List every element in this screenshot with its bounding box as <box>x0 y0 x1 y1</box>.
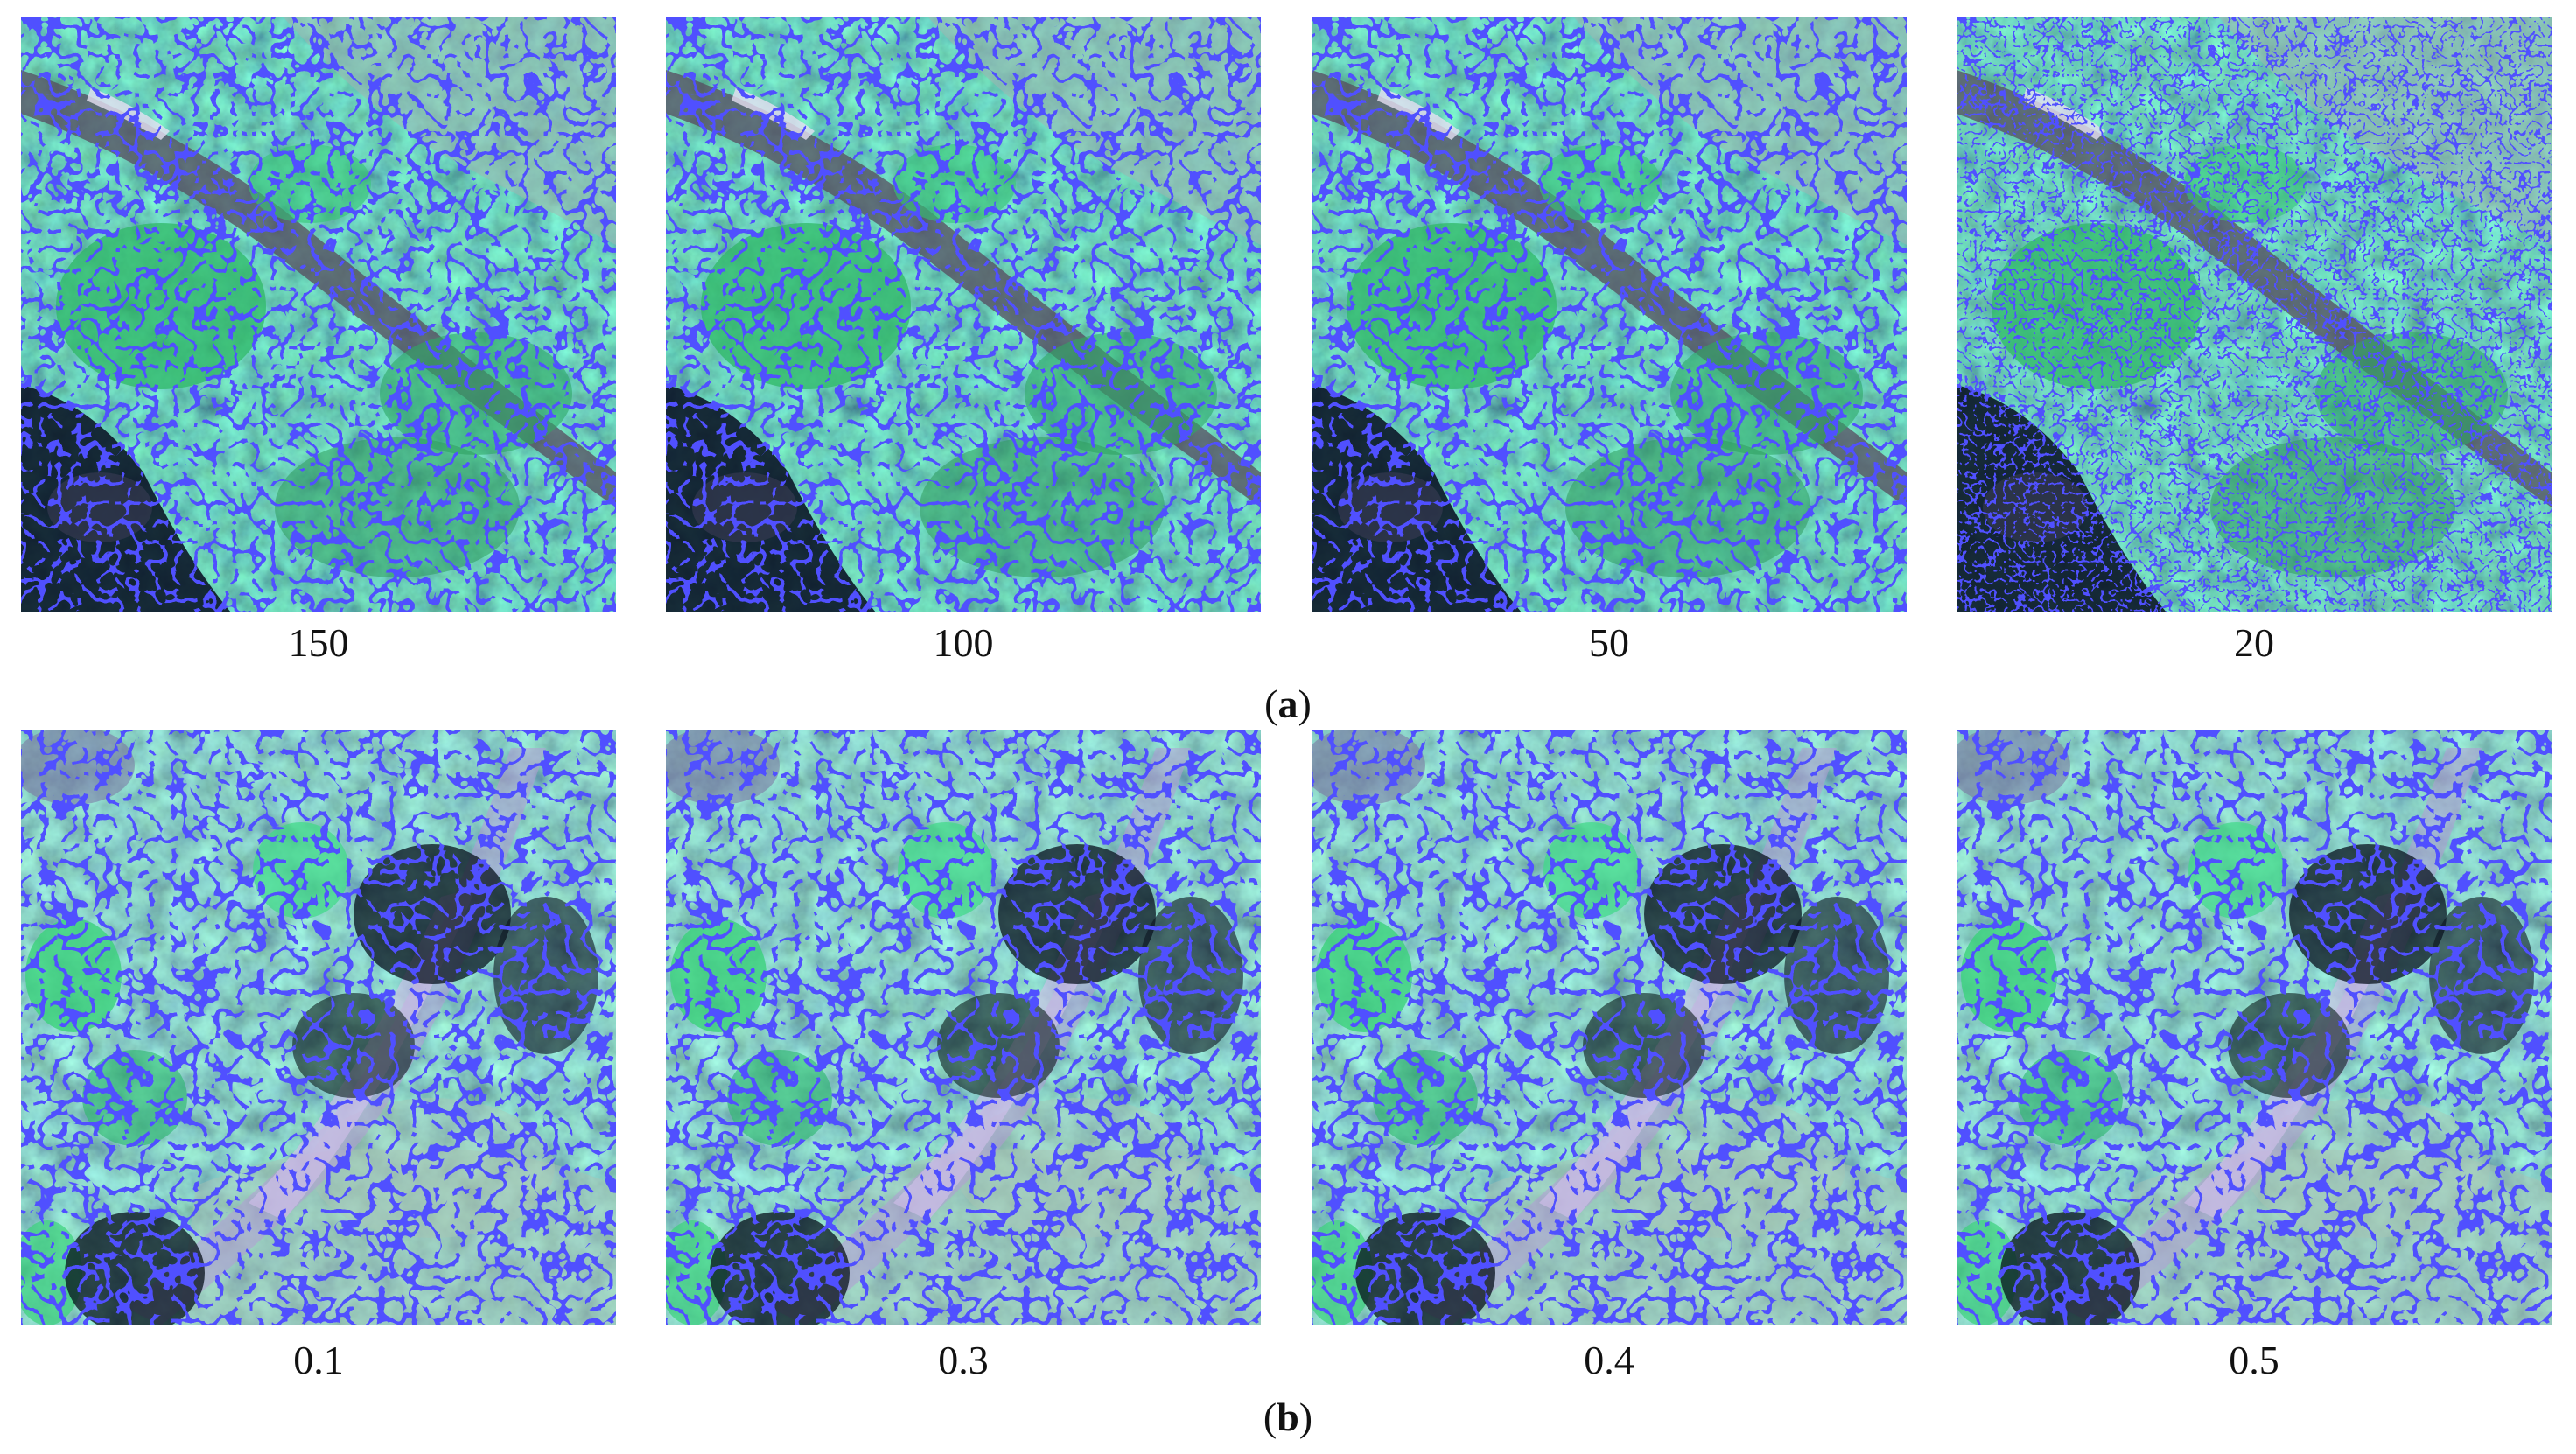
satellite-image-a4 <box>1956 17 2552 612</box>
segmentation-panel-a4 <box>1956 17 2552 612</box>
panel-caption-b4: 0.5 <box>2229 1338 2279 1382</box>
panel-caption-b1: 0.1 <box>293 1338 344 1382</box>
satellite-image-a3 <box>1312 17 1907 612</box>
subfigure-paren-close-a: ) <box>1298 682 1312 726</box>
segmentation-panel-b1 <box>21 730 616 1325</box>
subfigure-paren-open-b: ( <box>1263 1395 1278 1439</box>
subfigure-paren-open-a: ( <box>1264 682 1278 726</box>
subfigure-label-a: (a) <box>0 682 2576 726</box>
panel-caption-a4: 20 <box>2234 620 2274 665</box>
satellite-image-a1 <box>21 17 616 612</box>
subfigure-label-b: (b) <box>0 1395 2576 1439</box>
satellite-image-b4 <box>1956 730 2552 1325</box>
panel-caption-a2: 100 <box>933 620 994 665</box>
satellite-image-b2 <box>666 730 1261 1325</box>
subfigure-letter-b: b <box>1277 1395 1299 1439</box>
satellite-image-a2 <box>666 17 1261 612</box>
panel-caption-b2: 0.3 <box>938 1338 989 1382</box>
satellite-image-b3 <box>1312 730 1907 1325</box>
segmentation-panel-b4 <box>1956 730 2552 1325</box>
segmentation-panel-a2 <box>666 17 1261 612</box>
panel-caption-a1: 150 <box>288 620 349 665</box>
segmentation-panel-a1 <box>21 17 616 612</box>
panel-caption-b3: 0.4 <box>1584 1338 1634 1382</box>
segmentation-panel-b2 <box>666 730 1261 1325</box>
segmentation-panel-b3 <box>1312 730 1907 1325</box>
satellite-image-b1 <box>21 730 616 1325</box>
panel-caption-a3: 50 <box>1589 620 1629 665</box>
segmentation-panel-a3 <box>1312 17 1907 612</box>
subfigure-paren-close-b: ) <box>1298 1395 1313 1439</box>
subfigure-letter-a: a <box>1278 682 1298 726</box>
